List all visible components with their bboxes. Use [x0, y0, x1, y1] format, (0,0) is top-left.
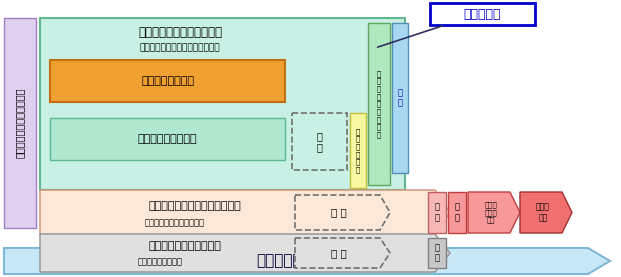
Text: 現在審査中: 現在審査中	[464, 7, 501, 20]
Text: 補
正: 補 正	[317, 131, 322, 152]
Text: 使用前
事業者
検査: 使用前 事業者 検査	[484, 202, 497, 224]
Polygon shape	[40, 234, 450, 272]
Bar	[40, 18, 405, 190]
Text: 安全性向上対策工事: 安全性向上対策工事	[256, 253, 338, 268]
Text: 原子炉設置変更許可の審査: 原子炉設置変更許可の審査	[138, 27, 222, 40]
Text: 保安規定変更認可の審査: 保安規定変更認可の審査	[148, 241, 222, 251]
Bar	[368, 23, 390, 185]
Text: パ
ブ
リ
ッ
ク
コ
メ
ン
ト: パ ブ リ ッ ク コ メ ン ト	[377, 70, 381, 138]
Text: 審
査
書
案
作
成: 審 査 書 案 作 成	[356, 128, 360, 173]
Bar	[430, 3, 535, 25]
Bar	[292, 113, 347, 170]
Polygon shape	[468, 192, 520, 233]
Text: （設備の基本設計や方針を審査）: （設備の基本設計や方針を審査）	[140, 43, 220, 53]
Polygon shape	[520, 192, 572, 233]
Polygon shape	[40, 190, 450, 235]
Bar	[428, 238, 446, 268]
Bar	[50, 118, 285, 160]
Text: 申
請: 申 請	[455, 203, 460, 222]
Text: 事業者からの許可認可申請: 事業者からの許可認可申請	[15, 88, 25, 158]
Polygon shape	[295, 238, 390, 268]
Text: 認
可: 認 可	[435, 203, 440, 222]
Text: 設計及び工事の計画認可の審査: 設計及び工事の計画認可の審査	[148, 201, 242, 211]
Bar	[448, 192, 466, 233]
Text: プラント施設の審査: プラント施設の審査	[138, 134, 197, 144]
Polygon shape	[4, 248, 610, 274]
Polygon shape	[295, 195, 390, 230]
Text: 地震・津波の審査: 地震・津波の審査	[141, 76, 194, 86]
Text: 許
可: 許 可	[397, 88, 402, 108]
Bar	[428, 192, 446, 233]
Text: 認
可: 認 可	[435, 243, 440, 263]
Bar	[350, 113, 366, 188]
Text: （設備の詳細設計を審査）: （設備の詳細設計を審査）	[145, 218, 205, 227]
Text: 補 正: 補 正	[330, 207, 347, 217]
Bar	[392, 23, 408, 173]
Text: 補 正: 補 正	[330, 248, 347, 258]
Text: （運転管理を審査）: （運転管理を審査）	[137, 257, 183, 266]
Bar	[4, 18, 36, 228]
Bar	[50, 60, 285, 102]
Text: 使用前
確認: 使用前 確認	[536, 203, 550, 222]
